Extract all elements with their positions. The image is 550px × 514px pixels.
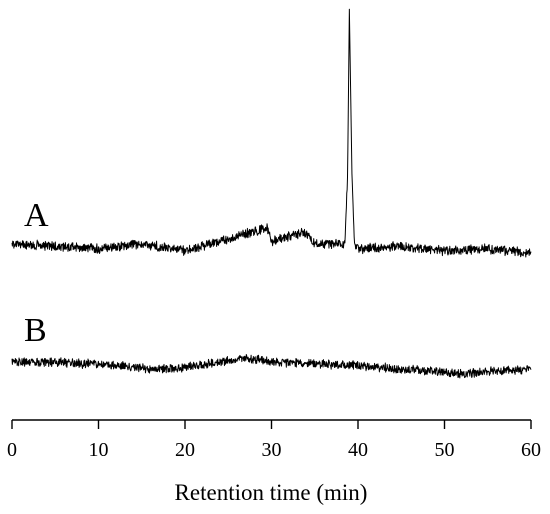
x-axis-title: Retention time (min) — [175, 480, 368, 505]
x-tick-label-60: 60 — [521, 439, 541, 461]
x-tick-label-20: 20 — [175, 439, 195, 461]
x-tick-label-50: 50 — [435, 439, 455, 461]
x-tick-label-40: 40 — [348, 439, 368, 461]
trace-label-a: A — [24, 197, 49, 234]
trace-b — [11, 354, 532, 379]
x-axis-ticks: 0 10 20 30 40 50 60 — [7, 420, 541, 461]
x-tick-label-10: 10 — [89, 439, 109, 461]
traces-group — [11, 8, 532, 379]
x-tick-label-30: 30 — [262, 439, 282, 461]
x-tick-label-0: 0 — [7, 439, 17, 461]
trace-label-b: B — [24, 312, 47, 349]
trace-a — [11, 8, 532, 258]
